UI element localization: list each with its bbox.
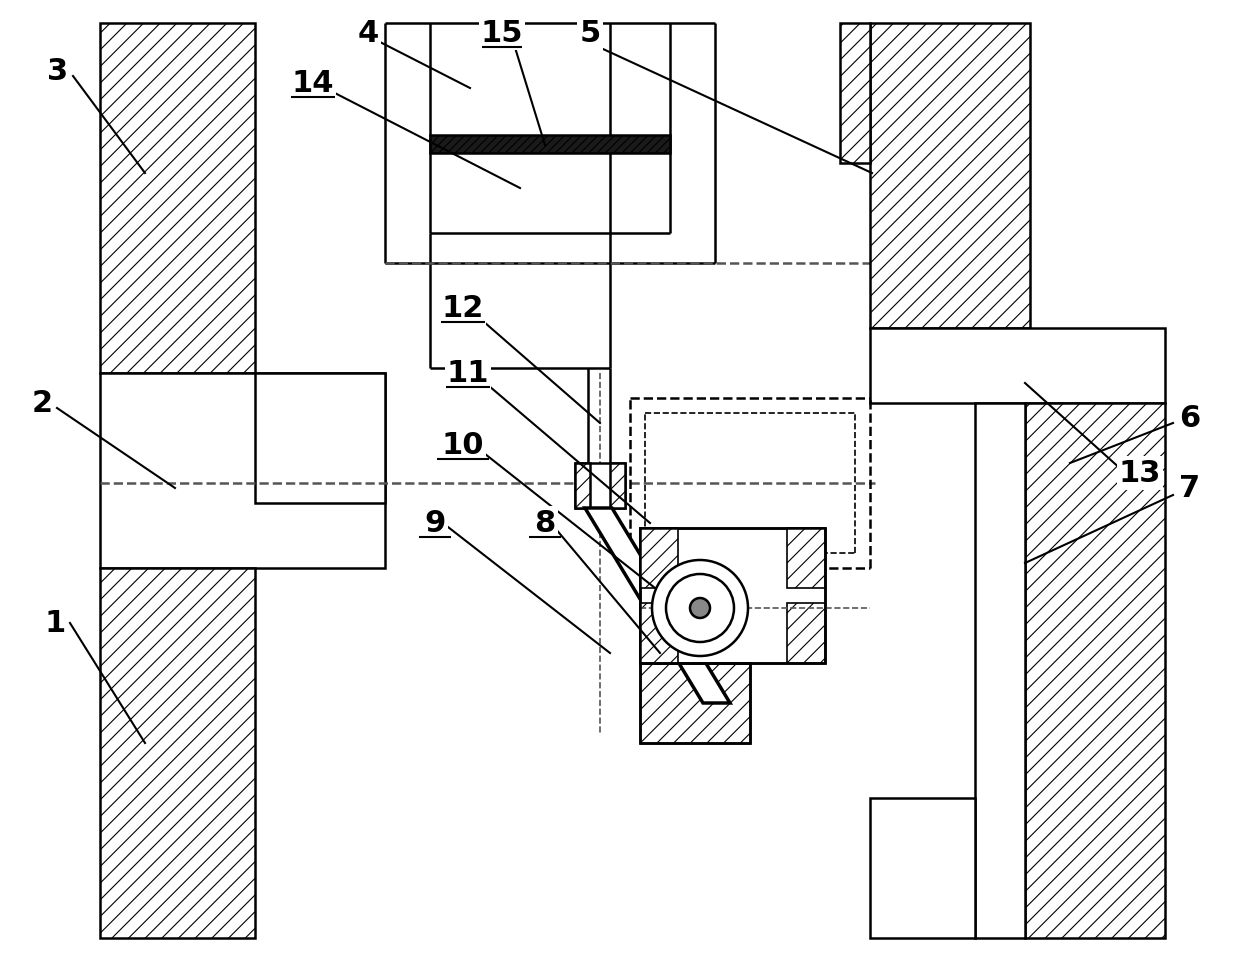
Text: 9: 9 (424, 508, 445, 537)
Bar (975, 403, 1025, 938)
Text: 6: 6 (1179, 403, 1200, 432)
Bar (787, 528, 825, 588)
Bar (575, 463, 625, 508)
Text: 12: 12 (441, 294, 484, 323)
Bar (640, 528, 825, 663)
Text: 15: 15 (481, 18, 523, 47)
Bar (100, 568, 255, 938)
Bar (610, 463, 625, 508)
Bar (640, 663, 750, 743)
Bar (255, 373, 384, 503)
Text: 11: 11 (446, 358, 490, 387)
Text: 7: 7 (1179, 474, 1200, 503)
Text: 1: 1 (45, 609, 66, 638)
Bar (870, 798, 975, 938)
Text: 14: 14 (291, 68, 335, 97)
Bar (1025, 403, 1166, 938)
Text: 4: 4 (357, 18, 378, 47)
Text: 13: 13 (1118, 458, 1161, 487)
Circle shape (652, 560, 748, 656)
Circle shape (666, 574, 734, 642)
Polygon shape (585, 508, 730, 703)
Bar (640, 663, 750, 743)
Bar (870, 328, 1166, 403)
Text: 10: 10 (441, 430, 485, 459)
Bar (839, 23, 870, 163)
Text: 5: 5 (579, 18, 600, 47)
Bar (870, 23, 1030, 328)
Bar (640, 528, 825, 663)
Bar (100, 373, 384, 568)
Bar (100, 23, 255, 373)
Circle shape (689, 598, 711, 618)
Bar (575, 463, 590, 508)
Text: 8: 8 (534, 508, 556, 537)
Text: 2: 2 (31, 388, 52, 418)
Text: 3: 3 (47, 57, 68, 86)
Bar (787, 603, 825, 663)
Bar (640, 528, 678, 588)
Bar (640, 603, 678, 663)
Bar (430, 135, 670, 153)
